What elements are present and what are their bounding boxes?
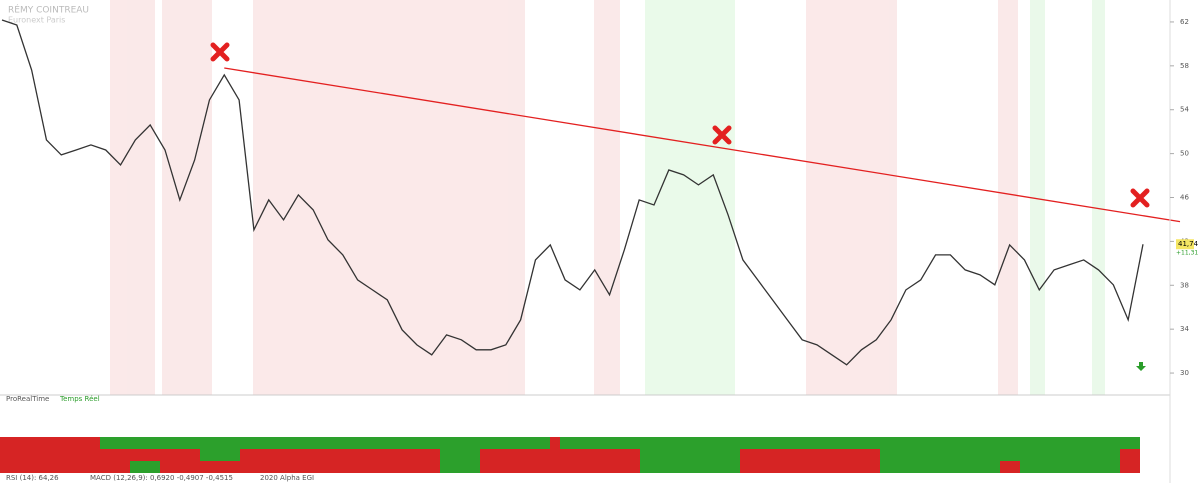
arrow [1136,362,1146,371]
price-tag [1176,239,1194,250]
chart-title: RÉMY COINTREAU [8,4,89,16]
price-line [1,19,1144,366]
alpha: 2020 Alpha EGI [260,474,314,482]
mode: Temps Réel [59,395,100,403]
y-tick-label: 58 [1180,62,1189,70]
y-tick-label: 38 [1180,281,1189,289]
heatmap [0,437,1140,473]
markers [210,42,1150,208]
macd: MACD (12,26,9): 0,6920 -0,4907 -0,4515 [90,474,233,482]
y-tick-label: 54 [1180,106,1189,114]
y-tick-label: 62 [1180,18,1189,26]
platform: ProRealTime [6,395,49,403]
y-tick-label: 46 [1180,194,1189,202]
chart-subtitle: Euronext Paris [8,16,65,25]
rsi: RSI (14): 64,26 [6,474,59,482]
last-price: 41,74 [1178,240,1199,248]
change: +11,31 % [1176,250,1200,257]
trendline [224,67,1181,223]
zones [110,0,1105,395]
y-tick-label: 30 [1180,369,1189,377]
y-tick-label: 50 [1180,150,1189,158]
y-tick-label: 34 [1180,325,1189,333]
